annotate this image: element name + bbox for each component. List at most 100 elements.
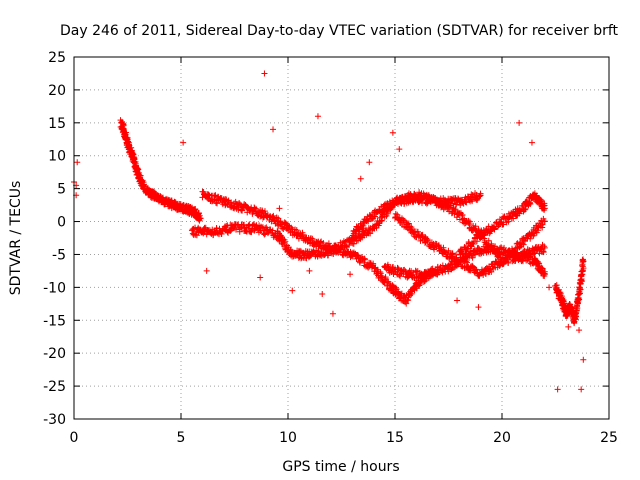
data-point bbox=[554, 386, 561, 393]
data-point bbox=[472, 266, 479, 273]
data-point bbox=[413, 285, 420, 292]
data-point bbox=[363, 216, 370, 223]
data-point bbox=[576, 327, 583, 334]
data-point bbox=[521, 206, 528, 213]
data-point bbox=[565, 323, 572, 330]
data-point bbox=[491, 226, 498, 233]
y-tick-label: -15 bbox=[43, 313, 66, 329]
data-point bbox=[541, 244, 548, 251]
data-point bbox=[528, 139, 535, 146]
data-point bbox=[135, 166, 142, 173]
data-point bbox=[452, 206, 459, 213]
y-tick-label: -5 bbox=[52, 247, 66, 263]
y-tick-label: 25 bbox=[48, 50, 66, 66]
data-point bbox=[390, 263, 397, 270]
data-point bbox=[251, 205, 258, 212]
data-point bbox=[487, 228, 494, 235]
data-point bbox=[307, 235, 314, 242]
data-point bbox=[350, 240, 357, 247]
data-point bbox=[464, 259, 471, 266]
data-point bbox=[500, 221, 507, 228]
data-point bbox=[409, 225, 416, 232]
y-tick-label: -10 bbox=[43, 280, 66, 296]
data-point bbox=[319, 290, 326, 297]
data-point bbox=[241, 221, 248, 228]
data-point bbox=[401, 266, 408, 273]
data-point bbox=[346, 239, 353, 246]
data-point bbox=[414, 228, 421, 235]
x-tick-label: 5 bbox=[177, 430, 186, 446]
scatter-series bbox=[71, 70, 587, 393]
x-tick-label: 10 bbox=[279, 430, 297, 446]
data-point bbox=[410, 229, 417, 236]
data-point bbox=[440, 244, 447, 251]
data-point bbox=[396, 146, 403, 153]
data-point bbox=[579, 257, 586, 264]
data-point bbox=[510, 215, 517, 222]
data-point bbox=[466, 218, 473, 225]
data-point bbox=[271, 218, 278, 225]
data-point bbox=[382, 275, 389, 282]
data-point bbox=[431, 246, 438, 253]
data-point bbox=[520, 241, 527, 248]
data-point bbox=[449, 250, 456, 257]
data-point bbox=[420, 278, 427, 285]
data-point bbox=[361, 256, 368, 263]
data-point bbox=[404, 297, 411, 304]
data-point bbox=[203, 267, 210, 274]
data-point bbox=[575, 294, 582, 301]
data-point bbox=[457, 246, 464, 253]
data-point bbox=[377, 270, 384, 277]
data-point bbox=[212, 192, 219, 199]
data-point bbox=[197, 215, 204, 222]
data-point bbox=[299, 231, 306, 238]
data-point bbox=[502, 255, 509, 262]
data-point bbox=[580, 356, 587, 363]
grid bbox=[74, 57, 609, 419]
data-point bbox=[332, 242, 339, 249]
chart-title: Day 246 of 2011, Sidereal Day-to-day VTE… bbox=[60, 23, 619, 39]
data-point bbox=[317, 239, 324, 246]
data-point bbox=[270, 126, 277, 133]
data-point bbox=[466, 221, 473, 228]
data-point bbox=[454, 297, 461, 304]
data-point bbox=[541, 218, 548, 225]
y-tick-label: -25 bbox=[43, 379, 66, 395]
data-point bbox=[409, 198, 416, 205]
x-tick-label: 0 bbox=[70, 430, 79, 446]
data-point bbox=[386, 203, 393, 210]
data-point bbox=[580, 258, 587, 265]
x-tick-label: 20 bbox=[493, 430, 511, 446]
data-point bbox=[269, 227, 276, 234]
y-tick-label: 5 bbox=[57, 182, 66, 198]
data-point bbox=[392, 284, 399, 291]
plot-frame bbox=[73, 56, 610, 420]
data-point bbox=[392, 210, 399, 217]
data-point bbox=[476, 193, 483, 200]
data-point bbox=[477, 235, 484, 242]
y-tick-label: -20 bbox=[43, 346, 66, 362]
data-point bbox=[516, 119, 523, 126]
data-point bbox=[314, 113, 321, 120]
data-point bbox=[546, 284, 553, 291]
data-point bbox=[276, 205, 283, 212]
data-point bbox=[580, 265, 587, 272]
data-point bbox=[338, 245, 345, 252]
data-point bbox=[387, 204, 394, 211]
data-point bbox=[394, 211, 401, 218]
data-point bbox=[464, 245, 471, 252]
data-point bbox=[541, 271, 548, 278]
data-point bbox=[192, 206, 199, 213]
data-point bbox=[309, 235, 316, 242]
data-point bbox=[539, 221, 546, 228]
data-point bbox=[397, 273, 404, 280]
data-point bbox=[281, 238, 288, 245]
y-tick-label: -30 bbox=[43, 412, 66, 428]
data-point bbox=[531, 230, 538, 237]
data-point bbox=[261, 70, 268, 77]
data-point bbox=[572, 310, 579, 317]
data-point bbox=[540, 248, 547, 255]
data-point bbox=[527, 200, 534, 207]
data-point bbox=[445, 247, 452, 254]
